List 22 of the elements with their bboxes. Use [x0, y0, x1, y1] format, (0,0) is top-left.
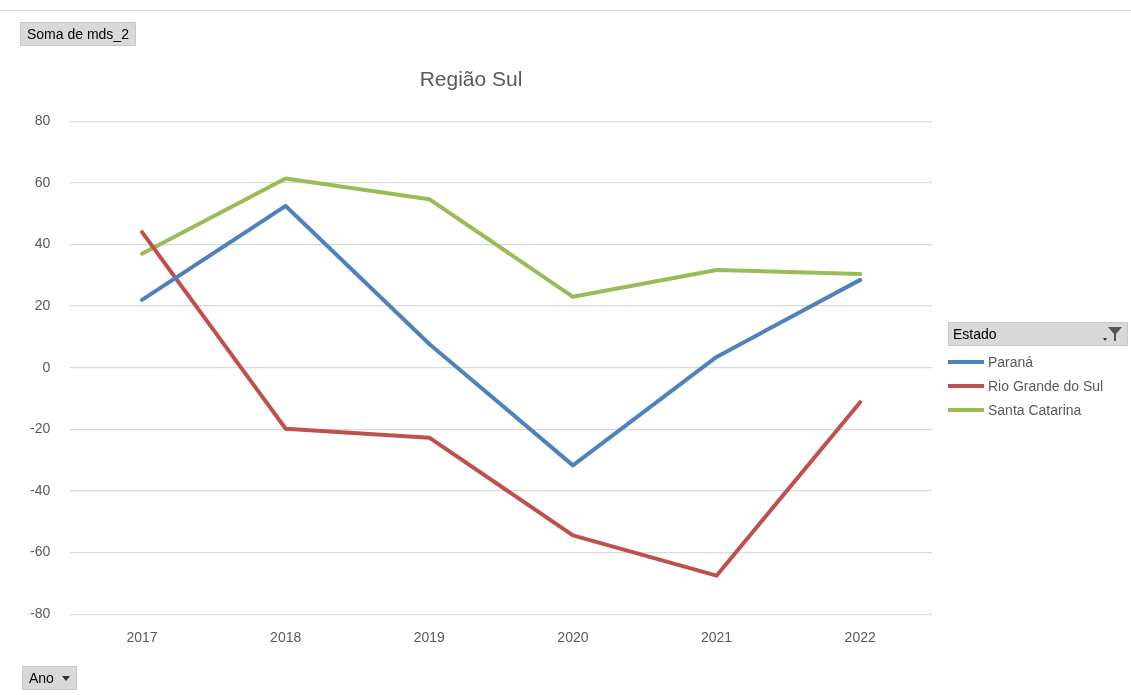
legend-label: Rio Grande do Sul	[988, 378, 1104, 394]
y-tick-label: -40	[30, 481, 51, 498]
y-tick-label: -20	[30, 420, 51, 437]
x-tick-label: 2017	[126, 629, 158, 646]
x-tick-label: 2020	[557, 629, 589, 646]
y-tick-label: 80	[34, 112, 51, 129]
x-tick-label: 2021	[700, 629, 733, 646]
y-tick-label: -80	[30, 605, 51, 622]
x-axis-title: Ano	[29, 670, 54, 686]
y-tick-label: 0	[42, 358, 51, 375]
x-tick-label: 2022	[844, 629, 876, 646]
x-tick-label: 2019	[413, 629, 446, 646]
y-tick-label: -60	[30, 543, 51, 560]
legend-label: Paraná	[988, 354, 1034, 370]
chart-title: Região Sul	[419, 67, 523, 91]
y-tick-label: 20	[34, 296, 51, 313]
y-tick-label: 60	[34, 173, 51, 190]
x-tick-label: 2018	[270, 629, 302, 646]
legend-title: Estado	[953, 326, 997, 342]
legend-label: Santa Catarina	[988, 402, 1082, 418]
text: Soma de mds_2	[20, 22, 136, 46]
y-tick-label: 40	[34, 235, 51, 252]
